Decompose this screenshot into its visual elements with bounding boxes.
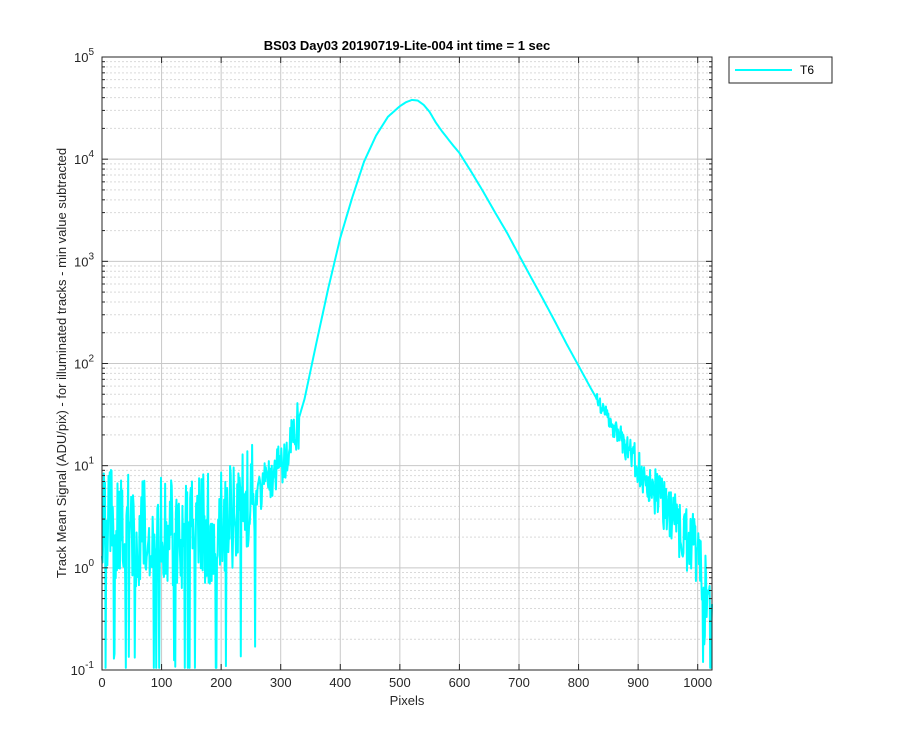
- legend-label-t6: T6: [800, 63, 814, 77]
- y-tick-label: 105: [74, 47, 94, 65]
- legend: T6: [728, 56, 833, 84]
- y-tick-label: 100: [74, 558, 94, 576]
- x-tick-label: 200: [210, 675, 232, 690]
- x-tick-labels: 0 100 200 300 400 500 600 700 800 900 1000: [98, 675, 712, 690]
- x-tick-label: 400: [329, 675, 351, 690]
- y-axis-label: Track Mean Signal (ADU/pix) - for illumi…: [54, 148, 69, 578]
- series-layer: [101, 98, 713, 669]
- minor-grid: [102, 61, 712, 640]
- y-tick-label: 10-1: [71, 660, 95, 678]
- x-tick-label: 900: [627, 675, 649, 690]
- x-tick-label: 0: [98, 675, 105, 690]
- x-axis-label: Pixels: [390, 693, 425, 708]
- y-tick-label: 104: [74, 149, 94, 167]
- y-tick-label: 102: [74, 354, 94, 372]
- x-tick-label: 800: [568, 675, 590, 690]
- y-tick-labels: 10-1 100 101 102 103 104 105: [71, 47, 95, 678]
- x-tick-label: 300: [270, 675, 292, 690]
- y-tick-label: 101: [74, 456, 94, 474]
- x-tick-label: 700: [508, 675, 530, 690]
- x-tick-label: 600: [449, 675, 471, 690]
- chart-title: BS03 Day03 20190719-Lite-004 int time = …: [264, 38, 551, 53]
- series-line-t6: [101, 98, 713, 669]
- tick-marks: [101, 56, 712, 671]
- y-tick-label: 103: [74, 251, 94, 269]
- x-tick-label: 1000: [683, 675, 712, 690]
- x-tick-label: 100: [151, 675, 173, 690]
- x-tick-label: 500: [389, 675, 411, 690]
